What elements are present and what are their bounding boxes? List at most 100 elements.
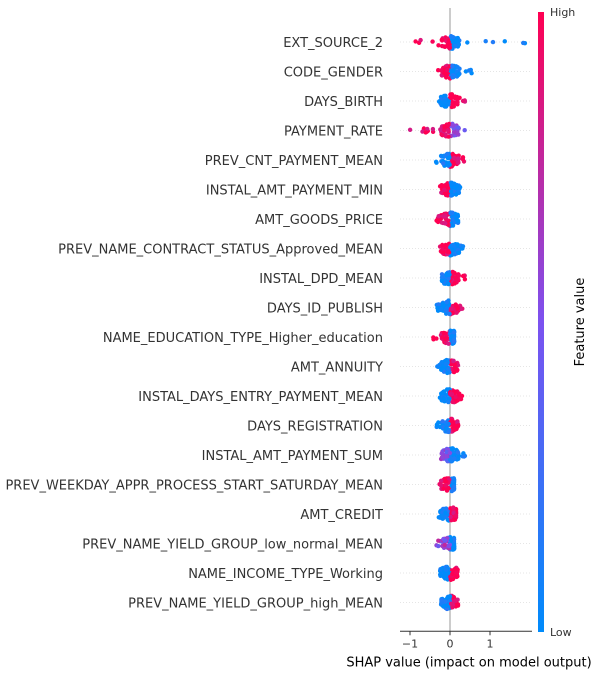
shap-point bbox=[454, 217, 459, 222]
shap-point bbox=[453, 394, 458, 400]
x-tick-label: 1 bbox=[487, 637, 494, 650]
shap-point bbox=[449, 222, 455, 228]
shap-point bbox=[451, 478, 457, 483]
shap-point bbox=[446, 429, 451, 435]
shap-point bbox=[448, 577, 453, 582]
shap-point bbox=[443, 214, 448, 219]
shap-point bbox=[521, 40, 526, 46]
shap-point bbox=[442, 44, 448, 49]
shap-point bbox=[438, 483, 444, 488]
shap-point bbox=[436, 214, 441, 219]
shap-point bbox=[455, 423, 461, 428]
shap-point bbox=[418, 37, 423, 43]
shap-point bbox=[439, 278, 445, 284]
shap-point bbox=[445, 249, 450, 254]
feature-label: DAYS_ID_PUBLISH bbox=[267, 302, 383, 317]
feature-label: AMT_ANNUITY bbox=[291, 361, 383, 376]
shap-point bbox=[446, 341, 451, 346]
shap-point bbox=[451, 339, 457, 344]
shap-point bbox=[453, 513, 459, 518]
feature-label: PREV_NAME_YIELD_GROUP_low_normal_MEAN bbox=[82, 538, 383, 553]
shap-point bbox=[445, 67, 450, 73]
shap-point bbox=[439, 367, 444, 372]
shap-point bbox=[435, 302, 440, 307]
shap-point bbox=[444, 305, 450, 311]
feature-label: NAME_EDUCATION_TYPE_Higher_education bbox=[103, 331, 383, 346]
shap-point bbox=[447, 162, 452, 167]
shap-point bbox=[450, 571, 455, 576]
feature-label: INSTAL_AMT_PAYMENT_SUM bbox=[202, 449, 383, 464]
shap-point bbox=[442, 542, 447, 548]
feature-rows bbox=[400, 41, 532, 603]
shap-point bbox=[483, 39, 488, 44]
shap-point bbox=[450, 605, 455, 610]
feature-label: INSTAL_AMT_PAYMENT_MIN bbox=[206, 184, 383, 199]
shap-point bbox=[433, 159, 439, 164]
shap-point bbox=[442, 94, 447, 99]
feature-label: PREV_WEEKDAY_APPR_PROCESS_START_SATURDAY… bbox=[5, 479, 383, 494]
shap-point bbox=[443, 331, 448, 336]
shap-point bbox=[439, 597, 444, 603]
shap-point bbox=[438, 306, 444, 312]
shap-point bbox=[462, 128, 467, 133]
shap-point bbox=[447, 45, 453, 50]
colorbar-low-label: Low bbox=[550, 626, 572, 639]
shap-point bbox=[466, 68, 472, 73]
shap-point bbox=[451, 505, 456, 510]
shap-point bbox=[442, 538, 448, 543]
shap-point bbox=[457, 95, 462, 101]
shap-point bbox=[430, 126, 436, 132]
shap-point bbox=[443, 483, 449, 488]
shap-point bbox=[448, 210, 453, 216]
shap-point bbox=[451, 543, 457, 549]
shap-point bbox=[430, 39, 435, 44]
shap-point bbox=[434, 336, 439, 341]
shap-point bbox=[439, 451, 444, 456]
shap-point bbox=[439, 360, 444, 365]
shap-point bbox=[450, 102, 455, 107]
shap-point bbox=[449, 446, 455, 451]
shap-point bbox=[455, 450, 461, 455]
shap-point bbox=[453, 192, 459, 197]
shap-point bbox=[447, 272, 452, 277]
shap-point bbox=[448, 537, 454, 543]
shap-point bbox=[456, 72, 461, 78]
shap-point bbox=[450, 35, 456, 40]
shap-point bbox=[462, 277, 468, 282]
shap-point bbox=[452, 281, 457, 286]
colorbar-title: Feature value bbox=[573, 278, 588, 367]
shap-point bbox=[442, 99, 447, 104]
shap-point bbox=[456, 156, 461, 161]
shap-point bbox=[445, 370, 450, 376]
beeswarm-points bbox=[407, 34, 528, 612]
shap-point bbox=[442, 124, 447, 129]
shap-point bbox=[460, 98, 466, 104]
shap-point bbox=[451, 427, 457, 432]
shap-point bbox=[450, 192, 455, 198]
shap-point bbox=[448, 306, 454, 311]
shap-point bbox=[445, 486, 450, 491]
shap-point bbox=[445, 128, 451, 133]
shap-point bbox=[451, 155, 457, 161]
shap-point bbox=[446, 367, 451, 372]
shap-point bbox=[453, 389, 458, 394]
shap-point bbox=[444, 457, 450, 463]
shap-point bbox=[440, 220, 446, 226]
shap-point bbox=[436, 43, 441, 48]
shap-point bbox=[455, 183, 460, 188]
shap-point bbox=[447, 450, 453, 456]
shap-point bbox=[454, 570, 459, 575]
shap-point bbox=[461, 454, 467, 459]
shap-point bbox=[460, 273, 466, 279]
shap-point bbox=[440, 419, 445, 424]
feature-label: PAYMENT_RATE bbox=[284, 125, 383, 140]
shap-point bbox=[448, 514, 453, 520]
feature-label: EXT_SOURCE_2 bbox=[283, 36, 383, 51]
colorbar-gradient bbox=[538, 12, 544, 632]
feature-label: INSTAL_DPD_MEAN bbox=[259, 272, 383, 287]
shap-point bbox=[444, 479, 449, 484]
shap-point bbox=[444, 454, 449, 459]
shap-point bbox=[449, 459, 454, 464]
colorbar: High Low Feature value bbox=[538, 6, 588, 639]
feature-label: PREV_NAME_CONTRACT_STATUS_Approved_MEAN bbox=[58, 243, 383, 258]
